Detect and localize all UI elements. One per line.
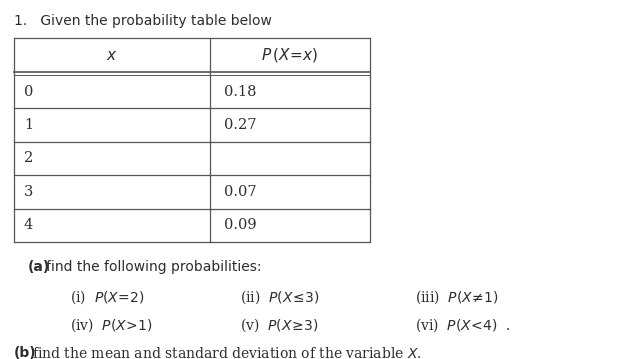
Text: $P\,(X\!=\!x)$: $P\,(X\!=\!x)$ [261, 46, 319, 64]
Text: (iv)  $P(X\!>\!1)$: (iv) $P(X\!>\!1)$ [70, 316, 153, 334]
Text: find the following probabilities:: find the following probabilities: [46, 260, 261, 274]
Text: (iii)  $P(X\!\neq\!1)$: (iii) $P(X\!\neq\!1)$ [415, 288, 499, 306]
Text: (vi)  $P(X\!<\!4)$  .: (vi) $P(X\!<\!4)$ . [415, 316, 511, 334]
Text: 1.   Given the probability table below: 1. Given the probability table below [14, 14, 272, 28]
Text: 3: 3 [24, 185, 34, 199]
Text: (a): (a) [28, 260, 50, 274]
Text: (i)  $P(X\!=\!2)$: (i) $P(X\!=\!2)$ [70, 288, 145, 306]
Text: find the mean and standard deviation of the variable $X$.: find the mean and standard deviation of … [32, 346, 422, 359]
Text: 0.18: 0.18 [224, 85, 256, 99]
Text: 0: 0 [24, 85, 34, 99]
Text: 4: 4 [24, 218, 34, 232]
Text: 0.09: 0.09 [224, 218, 256, 232]
Text: $x$: $x$ [106, 47, 118, 62]
Text: 0.07: 0.07 [224, 185, 256, 199]
Text: (ii)  $P(X\!\leq\!3)$: (ii) $P(X\!\leq\!3)$ [240, 288, 320, 306]
Text: 1: 1 [24, 118, 33, 132]
Text: (v)  $P(X\!\geq\!3)$: (v) $P(X\!\geq\!3)$ [240, 316, 318, 334]
Text: 2: 2 [24, 151, 34, 165]
Text: (b): (b) [14, 346, 37, 359]
Text: 0.27: 0.27 [224, 118, 256, 132]
